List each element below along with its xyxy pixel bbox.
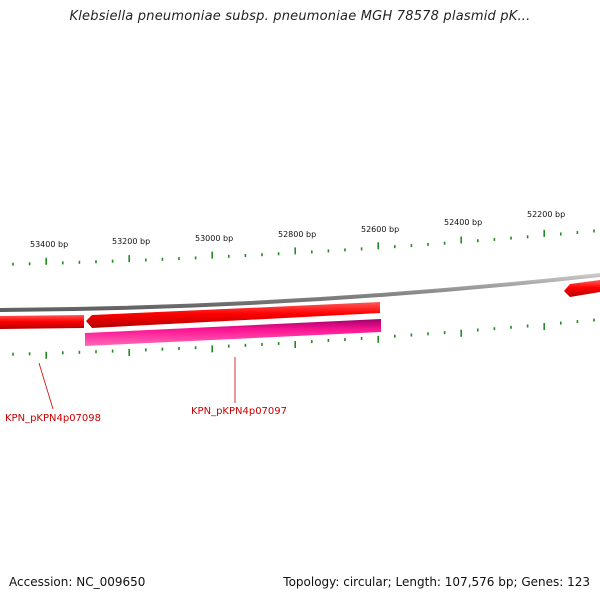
gene-arrow-forward-middle[interactable] [86, 302, 380, 328]
ruler-label: 53200 bp [112, 237, 150, 246]
gene-arrow-forward-left[interactable] [0, 315, 84, 329]
ruler-labels: 53400 bp 53200 bp 53000 bp 52800 bp 5260… [30, 210, 565, 249]
inner-ruler-ticks [12, 318, 595, 359]
gene-arrow-forward-right[interactable] [564, 280, 600, 297]
gene-label-leader [38, 362, 54, 410]
gene-arrow-reverse[interactable] [85, 319, 381, 346]
outer-ruler-ticks [12, 229, 595, 266]
accession-text: Accession: NC_009650 [9, 575, 146, 589]
gene-label-kpn-pkpn4p07098[interactable]: KPN_pKPN4p07098 [5, 413, 101, 424]
ruler-label: 52600 bp [361, 225, 399, 234]
ruler-label: 53400 bp [30, 240, 68, 249]
ruler-label: 52800 bp [278, 230, 316, 239]
topology-summary: Topology: circular; Length: 107,576 bp; … [283, 575, 590, 589]
ruler-label: 52200 bp [527, 210, 565, 219]
gene-label-kpn-pkpn4p07097[interactable]: KPN_pKPN4p07097 [191, 406, 287, 417]
backbone-arc [0, 273, 600, 312]
ruler-label: 52400 bp [444, 218, 482, 227]
map-title: Klebsiella pneumoniae subsp. pneumoniae … [69, 9, 531, 24]
ruler-label: 53000 bp [195, 234, 233, 243]
